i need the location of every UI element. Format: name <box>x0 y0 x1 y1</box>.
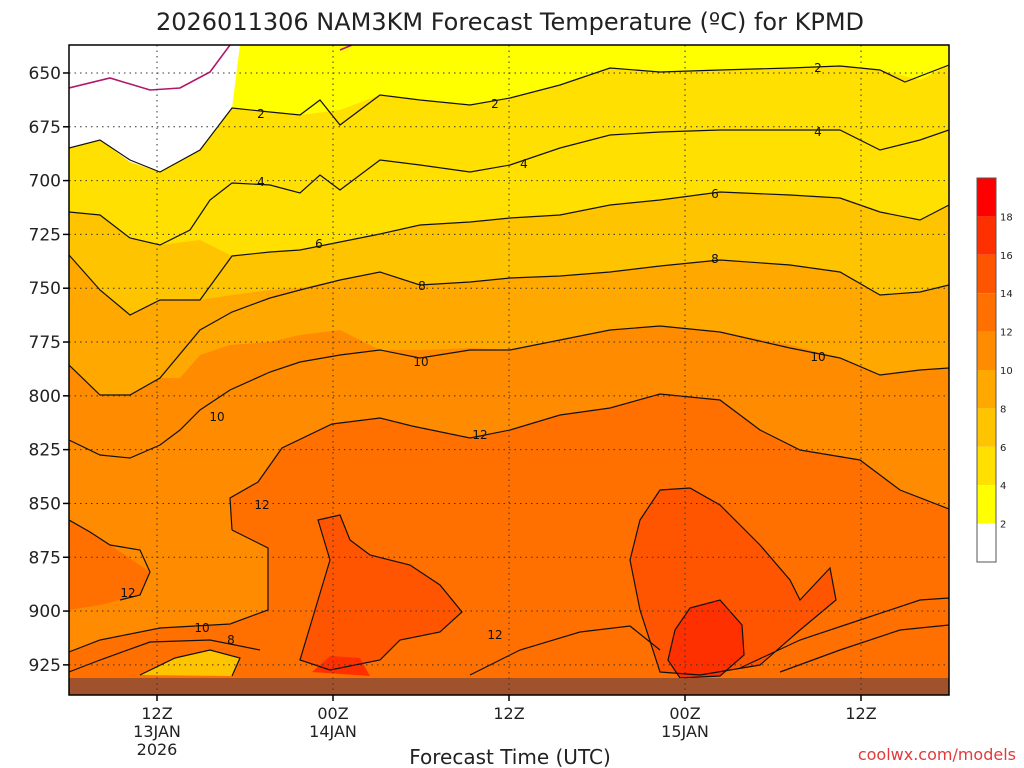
contour-label: 2 <box>814 61 822 75</box>
y-tick-label: 725 <box>29 225 61 245</box>
contour-label: 6 <box>711 187 719 201</box>
colorbar-swatch <box>977 293 996 332</box>
contour-lines <box>69 64 949 679</box>
colorbar-swatch <box>977 254 996 294</box>
colorbar-swatch <box>977 216 996 255</box>
y-axis: 650 675 700 725 750 775 800 825 850 875 900 925 <box>29 64 69 676</box>
x-tick-label: 00Z <box>317 704 348 723</box>
y-tick-label: 850 <box>29 494 61 514</box>
y-tick-label: 775 <box>29 333 61 353</box>
y-tick-label: 750 <box>29 279 61 299</box>
contour-label: 10 <box>413 355 428 369</box>
colorbar-swatch <box>977 523 996 562</box>
contour-label: 12 <box>472 428 487 442</box>
colorbar-label: 4 <box>1000 481 1006 492</box>
ground <box>69 678 949 695</box>
contour-label: 8 <box>227 633 235 647</box>
colorbar-swatch <box>977 331 996 370</box>
colorbar-swatch <box>977 446 996 486</box>
y-tick-label: 675 <box>29 118 61 138</box>
contour-label: 10 <box>209 410 224 424</box>
contour-labels: 2 2 2 4 4 4 6 6 8 8 8 10 10 10 10 10 12 … <box>120 61 825 647</box>
contour-label: 8 <box>418 279 426 293</box>
band-4-6 <box>69 45 949 172</box>
x-tick-label: 14JAN <box>309 722 357 741</box>
contour-label: 6 <box>315 237 323 251</box>
contour-label: 2 <box>257 107 265 121</box>
colorbar-label: 18 <box>1000 212 1013 223</box>
grid <box>69 45 949 695</box>
contour-10-lower <box>69 639 261 673</box>
credit-text: coolwx.com/models <box>858 745 1016 764</box>
x-axis-label: Forecast Time (UTC) <box>409 745 611 768</box>
contour-label: 4 <box>257 175 265 189</box>
colorbar-swatch <box>977 485 996 524</box>
colorbar-label: 6 <box>1000 443 1006 454</box>
colorbar-swatch <box>977 408 996 447</box>
y-tick-label: 900 <box>29 602 61 622</box>
x-tick-label: 12Z <box>493 704 524 723</box>
contour-14-b <box>629 487 837 676</box>
chart-title: 2026011306 NAM3KM Forecast Temperature (… <box>156 8 864 36</box>
contour-10 <box>69 325 949 459</box>
contour-2 <box>69 64 949 173</box>
colorbar-label: 2 <box>1000 520 1006 531</box>
contour-8-right-lower <box>779 624 949 673</box>
band-14-16-a <box>300 515 462 670</box>
contour-12-lower <box>69 529 269 653</box>
band-16-18-b <box>312 656 370 676</box>
x-tick-label: 15JAN <box>661 722 709 741</box>
zero-degree-line-b <box>339 45 353 51</box>
band-below-2 <box>69 45 230 90</box>
contour-label: 12 <box>254 498 269 512</box>
x-tick-label: 00Z <box>669 704 700 723</box>
band-below-2-b <box>69 45 240 172</box>
y-tick-label: 925 <box>29 656 61 676</box>
contour-6 <box>69 191 949 316</box>
zero-degree-line <box>69 45 231 91</box>
contour-12-left <box>69 519 151 601</box>
contour-label: 10 <box>194 621 209 635</box>
contour-label: 10 <box>810 350 825 364</box>
contour-label: 2 <box>491 97 499 111</box>
contour-8 <box>69 259 949 396</box>
x-tick-label: 12Z <box>845 704 876 723</box>
contour-label: 12 <box>487 628 502 642</box>
colorbar-swatch <box>977 370 996 409</box>
band-8-10-low <box>140 650 240 676</box>
x-tick-label: 2026 <box>137 740 178 759</box>
x-tick-label: 12Z <box>141 704 172 723</box>
contour-label: 4 <box>520 157 528 171</box>
contour-label: 8 <box>711 252 719 266</box>
contour-16 <box>667 599 745 679</box>
y-tick-label: 700 <box>29 172 61 192</box>
contour-12-upper <box>229 393 949 531</box>
y-tick-label: 825 <box>29 441 61 461</box>
contour-12-right-lower <box>469 625 661 676</box>
colorbar-label: 12 <box>1000 328 1013 339</box>
band-16-18-a <box>668 600 744 678</box>
y-tick-label: 875 <box>29 548 61 568</box>
contour-14-a <box>299 514 463 671</box>
colorbar-label: 14 <box>1000 289 1013 300</box>
plot-area: 2 2 2 4 4 4 6 6 8 8 8 10 10 10 10 10 12 … <box>68 44 950 696</box>
contour-label: 4 <box>814 125 822 139</box>
y-tick-label: 800 <box>29 387 61 407</box>
colorbar-frame <box>976 177 997 563</box>
band-12-14-left <box>69 520 150 610</box>
y-tick-label: 650 <box>29 64 61 84</box>
x-tick-label: 13JAN <box>133 722 181 741</box>
colorbar-label: 10 <box>1000 366 1013 377</box>
contour-10-right-lower <box>739 597 949 669</box>
contour-label: 12 <box>120 586 135 600</box>
colorbar-swatch <box>977 178 996 217</box>
contour-4 <box>69 129 949 246</box>
colorbar-label: 16 <box>1000 251 1013 262</box>
colorbar: 2 4 6 8 10 12 14 16 18 <box>976 177 1013 563</box>
contour-8-lower <box>139 649 241 677</box>
colorbar-label: 8 <box>1000 404 1006 415</box>
